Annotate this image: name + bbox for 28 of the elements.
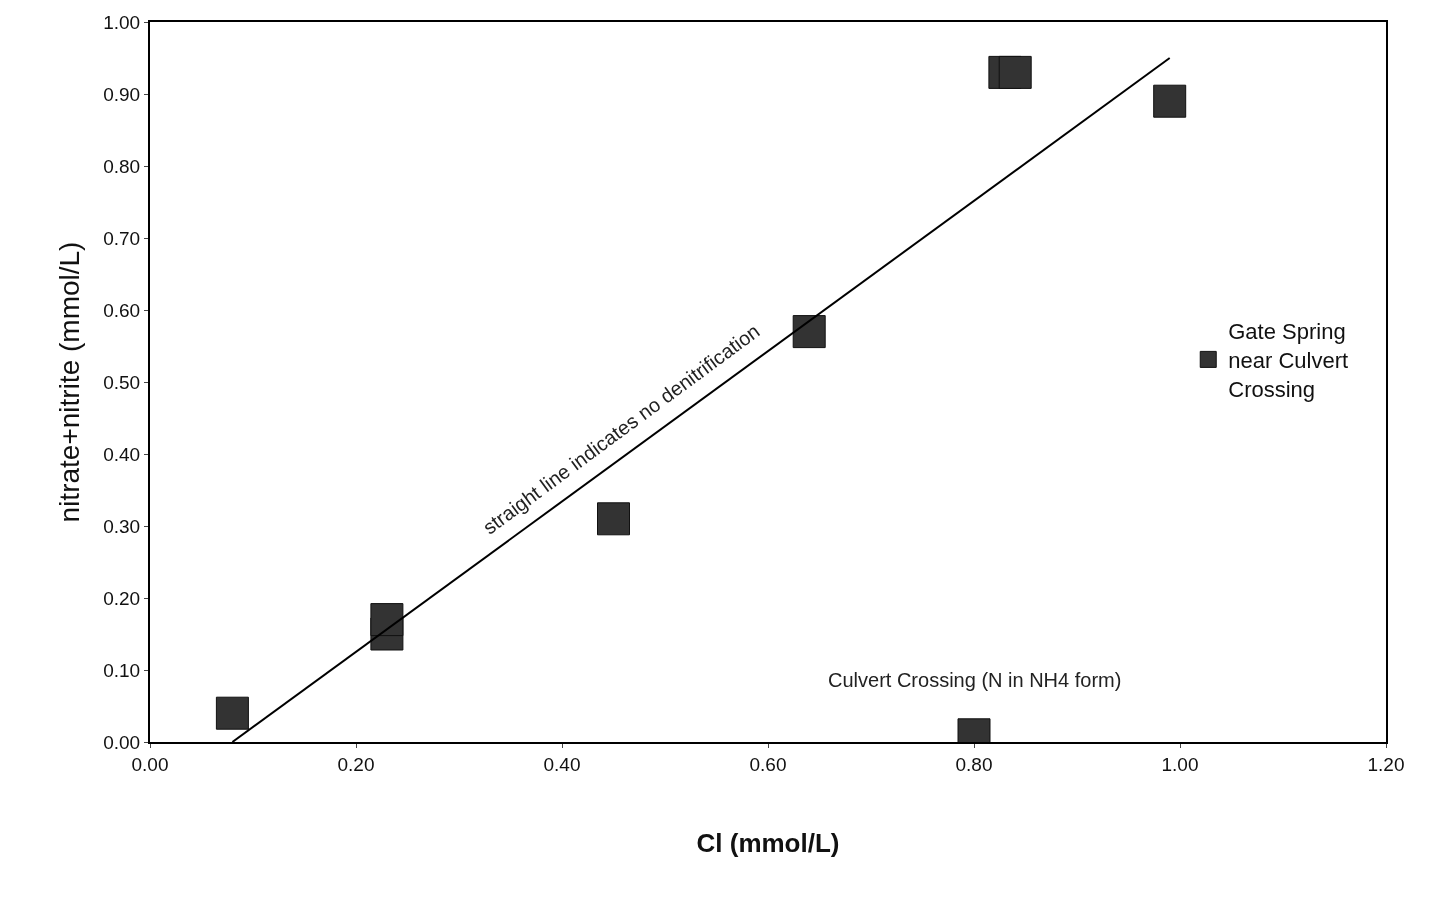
x-tick-label: 0.00 <box>131 753 169 775</box>
point <box>998 55 1032 89</box>
y-tick-label: 0.30 <box>103 515 141 537</box>
x-tick-label: 0.40 <box>543 753 581 775</box>
x-tick-label: 0.20 <box>337 753 375 775</box>
legend-label: Gate Spring near Culvert Crossing <box>1228 319 1349 402</box>
y-tick-label: 0.50 <box>103 371 141 393</box>
x-axis-title: Cl (mmol/L) <box>696 828 840 858</box>
point <box>1153 84 1187 118</box>
point <box>792 315 826 349</box>
y-tick-label: 0.20 <box>103 587 141 609</box>
x-tick-label: 0.60 <box>749 753 787 775</box>
y-tick-label: 0.90 <box>103 83 141 105</box>
y-tick-label: 0.40 <box>103 443 141 465</box>
point <box>597 502 630 536</box>
point <box>215 696 249 730</box>
y-tick-label: 1.00 <box>103 11 141 33</box>
y-tick-label: 0.10 <box>103 659 141 681</box>
y-axis-title: nitrate+nitrite (mmol/L) <box>54 241 86 523</box>
y-tick-label: 0.00 <box>103 731 141 753</box>
point <box>370 603 404 637</box>
y-tick-label: 0.70 <box>103 227 141 249</box>
x-tick-label: 1.00 <box>1161 753 1199 775</box>
x-tick-label: 0.80 <box>955 753 993 775</box>
annotation: Culvert Crossing (N in NH4 form) <box>828 669 1122 691</box>
y-tick-label: 0.80 <box>103 155 141 177</box>
y-tick-label: 0.60 <box>103 299 141 321</box>
x-tick-label: 1.20 <box>1367 753 1405 775</box>
